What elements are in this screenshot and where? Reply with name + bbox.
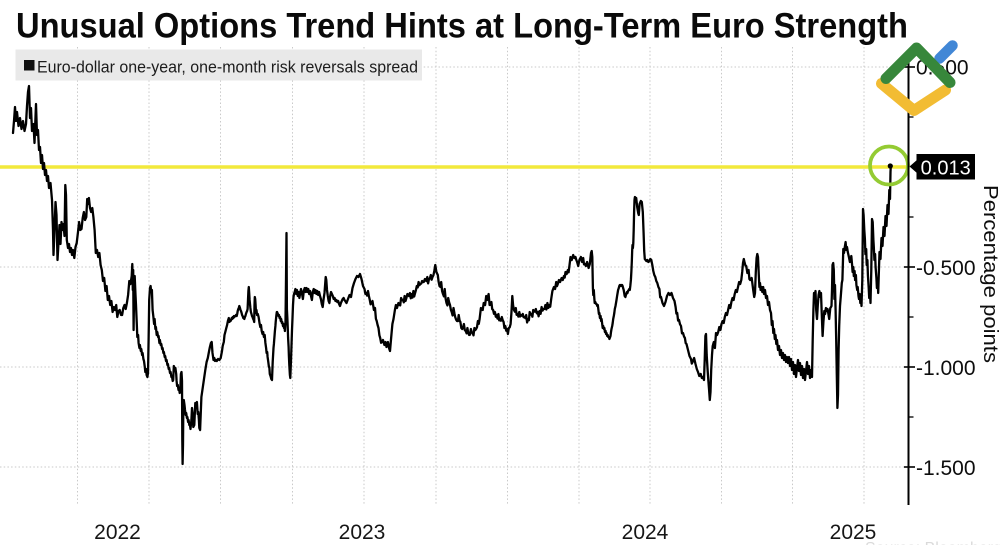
svg-text:Percentage points: Percentage points [979,185,1000,363]
svg-text:Euro-dollar one-year, one-mont: Euro-dollar one-year, one-month risk rev… [37,58,418,77]
svg-text:-0.500: -0.500 [916,257,976,280]
svg-text:2023: 2023 [339,521,386,544]
svg-text:2022: 2022 [94,521,141,544]
svg-text:-1.000: -1.000 [916,357,976,380]
svg-text:-1.500: -1.500 [916,457,976,480]
svg-text:Unusual Options Trend Hints at: Unusual Options Trend Hints at Long-Term… [16,7,908,46]
svg-text:2024: 2024 [622,521,669,544]
svg-text:Source: Bloomberg: Source: Bloomberg [865,540,1000,545]
svg-text:2025: 2025 [830,521,877,544]
svg-text:0.013: 0.013 [921,158,971,180]
